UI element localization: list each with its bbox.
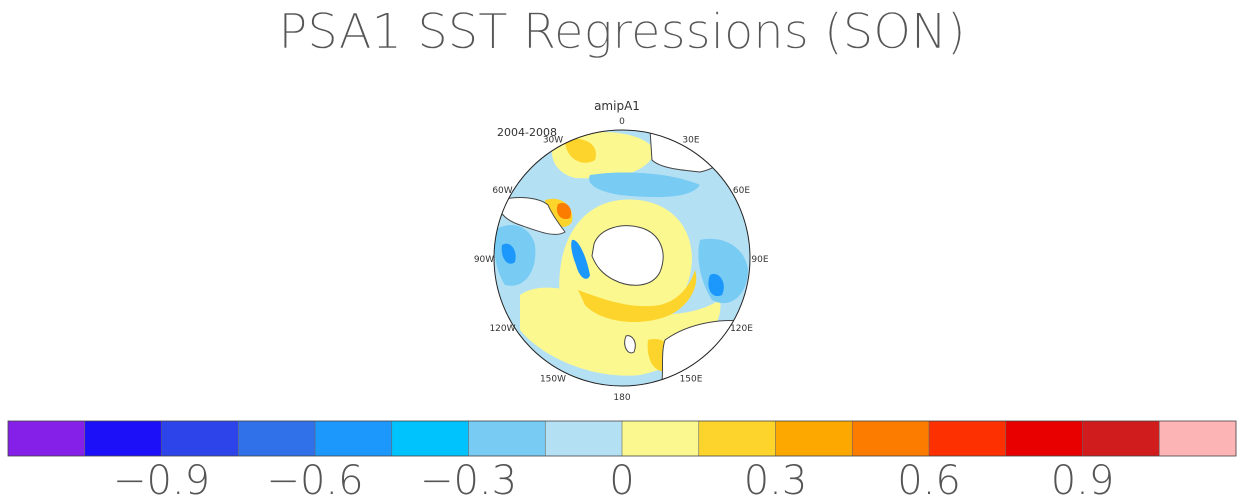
new-zealand [624, 335, 636, 354]
colorbar-swatch [852, 421, 930, 456]
longitude-label: 90E [751, 255, 768, 265]
colorbar-swatch [1159, 421, 1237, 456]
cool-band-north [589, 172, 700, 198]
polar-map [493, 129, 751, 387]
colorbar-swatch [84, 421, 162, 456]
longitude-label: 90W [474, 255, 494, 265]
colorbar-tick-label: 0 [609, 458, 634, 502]
south-america [498, 197, 566, 235]
colorbar-swatch [775, 421, 853, 456]
longitude-label: 150W [540, 375, 566, 385]
longitude-label: 0 [619, 117, 625, 127]
colorbar-swatch [545, 421, 623, 456]
longitude-label: 180 [613, 393, 630, 403]
antarctica [591, 225, 664, 286]
longitude-label: 30W [543, 136, 563, 146]
longitude-label: 60E [733, 186, 750, 196]
colorbar-swatch [622, 421, 700, 456]
colorbar-tick-label: −0.6 [266, 458, 363, 502]
red-patch [556, 202, 572, 220]
colorbar-swatch [161, 421, 239, 456]
longitude-label: 60W [492, 186, 512, 196]
colorbar-swatch [698, 421, 776, 456]
longitude-labels: 0 30E 60E 90E 120E 150E 180 150W 120W 90W 60W 30W [474, 117, 769, 403]
colorbar-tick-label: 0.6 [897, 458, 961, 502]
colorbar: −0.9 −0.6 −0.3 0 0.3 0.6 0.9 [7, 420, 1237, 502]
colorbar-tick-label: −0.3 [420, 458, 517, 502]
colorbar-border [7, 420, 1237, 457]
colorbar-swatch [929, 421, 1007, 456]
panel-period-label: 2004-2008 [497, 126, 557, 139]
colorbar-tick-label: 0.9 [1051, 458, 1115, 502]
colorbar-swatch [8, 421, 86, 456]
colorbar-tick-label: 0.3 [744, 458, 808, 502]
colorbar-swatch [391, 421, 469, 456]
colorbar-swatch [315, 421, 393, 456]
blue-streak [571, 239, 590, 279]
longitude-label: 150E [680, 375, 703, 385]
blue-patch-east [708, 273, 724, 297]
colorbar-swatch [1005, 421, 1083, 456]
orange-patch-north [565, 138, 596, 163]
colorbar-swatch [468, 421, 546, 456]
orange-band [578, 270, 697, 323]
longitude-label: 30E [682, 136, 699, 146]
colorbar-tick-label: −0.9 [113, 458, 210, 502]
panel-model-label: amipA1 [594, 99, 640, 113]
blue-patch-west [501, 243, 516, 264]
map-border [493, 129, 751, 387]
longitude-label: 120E [730, 324, 753, 334]
longitude-label: 120W [489, 324, 515, 334]
figure-title: PSA1 SST Regressions (SON) [278, 4, 965, 60]
colorbar-swatch [238, 421, 316, 456]
colorbar-swatch [1082, 421, 1160, 456]
